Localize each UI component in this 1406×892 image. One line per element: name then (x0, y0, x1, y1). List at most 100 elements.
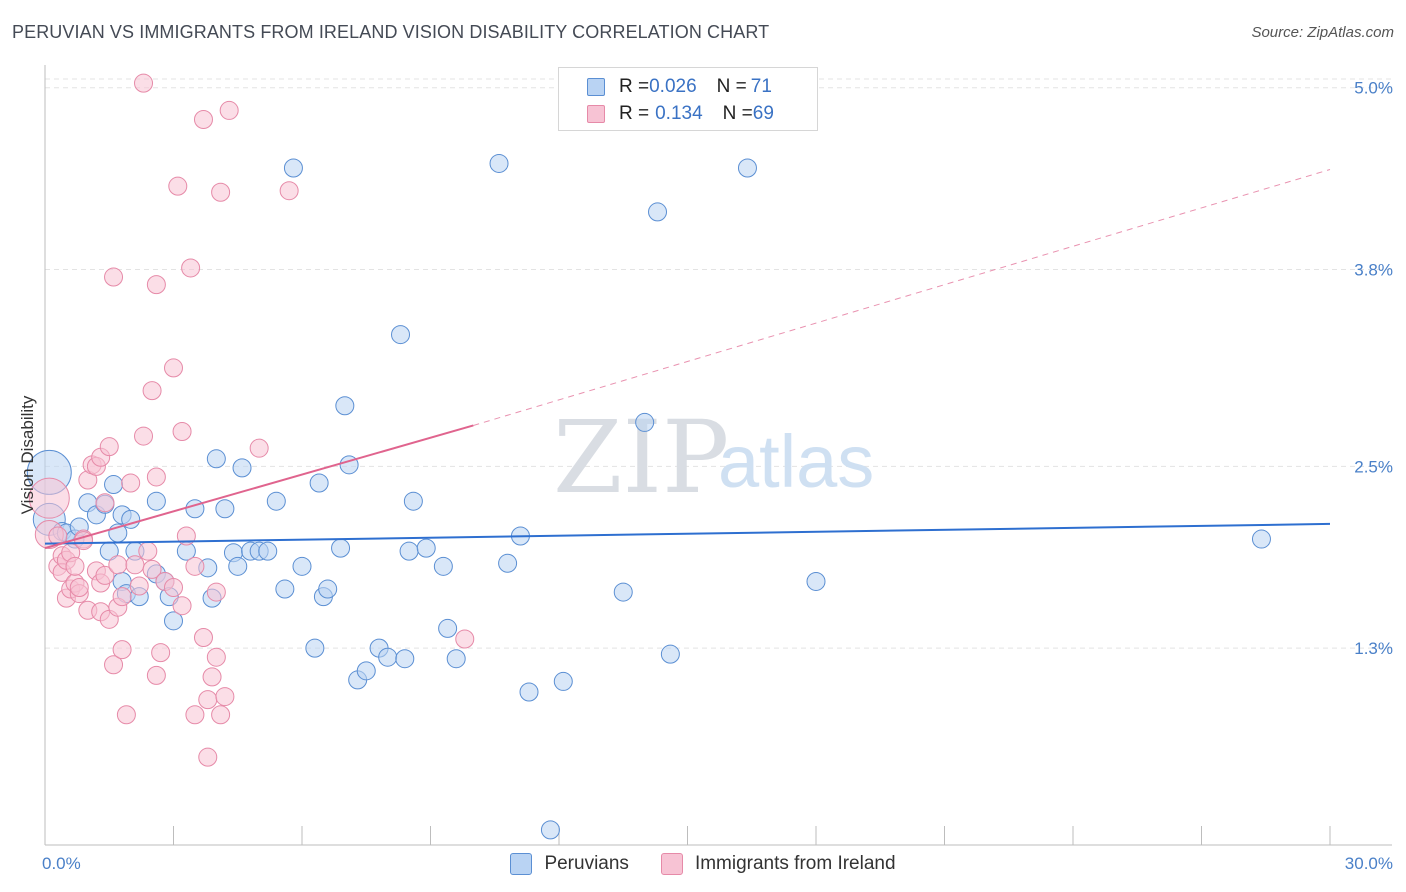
peruvian-point (309, 473, 329, 493)
peruvian-point (215, 499, 235, 519)
peruvian-point (356, 661, 376, 681)
peruvian-point (395, 649, 415, 669)
peruvian-point (489, 153, 509, 173)
legend-r-label: R = (619, 76, 650, 97)
y-tick-label: 1.3% (1354, 639, 1393, 658)
ireland-point (108, 555, 128, 575)
trend-lines (44, 169, 1331, 550)
peruvian-point (391, 325, 411, 345)
peruvian-point (519, 682, 539, 702)
ireland-point (198, 690, 218, 710)
ireland-point (193, 110, 213, 130)
peruvian-point (540, 820, 560, 840)
ireland-point (198, 747, 218, 767)
grid-lines (45, 78, 1392, 649)
ireland-point (185, 556, 205, 576)
ireland-point (172, 596, 192, 616)
peruvian-point (613, 582, 633, 602)
peruvians-trend-line (44, 522, 1331, 545)
stats-legend: R = 0.026 N = 71 R = 0.134 N = 69 (558, 67, 818, 131)
series-legend: Peruvians Immigrants from Ireland (0, 851, 1406, 877)
ireland-point (95, 565, 115, 585)
x-tick-labels: 0.0% 30.0% (42, 854, 1393, 873)
peruvian-point (104, 475, 124, 495)
y-tick-label: 2.5% (1354, 457, 1393, 476)
ireland-point (279, 181, 299, 201)
legend-n-label: N = (722, 103, 753, 124)
peruvian-point (378, 647, 398, 667)
ireland-point (164, 358, 183, 378)
peruvian-point (266, 491, 286, 511)
peruvian-point (446, 649, 466, 669)
peruvian-point (648, 202, 668, 222)
legend-n-label: N = (716, 76, 747, 97)
ireland-point (134, 426, 154, 446)
y-tick-label: 5.0% (1354, 79, 1393, 98)
ireland-point (121, 473, 141, 493)
peruvian-point (737, 158, 757, 178)
legend-swatch-blue (587, 78, 605, 96)
watermark-atlas: atlas (718, 420, 874, 503)
peruvian-point (258, 541, 278, 561)
peruvian-point (403, 491, 423, 511)
ireland-point (211, 182, 231, 202)
ireland-point (211, 705, 231, 725)
peruvian-point (275, 579, 295, 599)
ireland-point (146, 665, 166, 685)
ireland-point (202, 667, 222, 687)
ireland-point (455, 629, 475, 649)
peruvian-point (331, 538, 351, 558)
ireland-point (28, 477, 70, 519)
ireland-point (69, 578, 89, 598)
peruvian-point (283, 158, 303, 178)
peruvian-point (416, 538, 436, 558)
peruvian-point (399, 541, 419, 561)
ireland-point (138, 541, 158, 561)
x-tick-label: 0.0% (42, 854, 81, 873)
ireland-point (172, 422, 192, 442)
legend-n-value: 71 (750, 76, 772, 97)
ireland-point (219, 100, 239, 120)
peruvian-point (318, 579, 338, 599)
ireland-point (164, 578, 183, 598)
ireland-trend-line (44, 424, 474, 550)
legend-r-value: 0.134 (655, 103, 703, 124)
ireland-point (116, 705, 136, 725)
ireland-point (99, 437, 119, 457)
peruvian-point (206, 449, 226, 469)
ireland-point (146, 467, 166, 487)
x-tick-label: 30.0% (1345, 854, 1393, 873)
legend-r-label: R = (619, 103, 650, 124)
ireland-point (65, 556, 85, 576)
ireland-point (151, 643, 171, 663)
ireland-point (215, 687, 235, 707)
legend-n-value: 69 (752, 103, 774, 124)
peruvian-point (433, 556, 453, 576)
chart-title: PERUVIAN VS IMMIGRANTS FROM IRELAND VISI… (12, 22, 770, 42)
ireland-point (95, 493, 115, 513)
ireland-point (125, 555, 145, 575)
peruvian-point (438, 618, 458, 638)
legend-swatch-pink (587, 105, 605, 123)
peruvian-point (164, 611, 183, 631)
peruvian-point (228, 556, 248, 576)
peruvian-point (635, 412, 655, 432)
y-tick-label: 3.8% (1354, 260, 1393, 279)
ireland-point (112, 587, 132, 607)
ireland-point (112, 640, 132, 660)
legend-r-value: 0.026 (649, 76, 697, 97)
ireland-swatch (660, 853, 683, 875)
legend-item-ireland[interactable]: Immigrants from Ireland (660, 853, 896, 875)
ireland-point (185, 705, 205, 725)
legend-item-peruvians[interactable]: Peruvians (510, 853, 629, 875)
peruvian-point (498, 553, 518, 573)
legend-row-ireland: R = 0.134 N = 69 (587, 102, 774, 126)
peruvian-point (1251, 529, 1271, 549)
ireland-point (206, 582, 226, 602)
ireland-point (168, 176, 188, 196)
ireland-point (104, 655, 124, 675)
ireland-point (134, 73, 154, 93)
peruvian-point (232, 458, 252, 478)
y-axis-title: Vision Disability (18, 395, 37, 514)
